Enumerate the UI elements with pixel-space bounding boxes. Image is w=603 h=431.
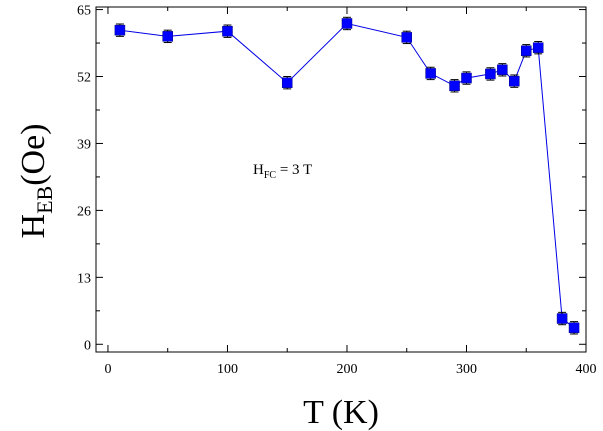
data-point (114, 24, 126, 36)
data-point (341, 18, 353, 29)
data-point (461, 72, 472, 84)
y-axis-title: HEB(Oe) (15, 124, 57, 239)
y-tick-label: 13 (77, 271, 91, 286)
data-point (520, 45, 532, 57)
data-point (509, 75, 520, 87)
series-layer (114, 16, 580, 335)
plot-frame (95, 6, 587, 353)
x-tick-label: 100 (217, 362, 238, 377)
y-tick-label: 26 (77, 204, 91, 219)
x-axis-title: T (K) (303, 394, 379, 431)
field-annotation: HFC = 3 T (253, 162, 312, 181)
series-line (119, 22, 575, 329)
x-tick-label: 200 (336, 362, 357, 377)
x-tick-label: 300 (456, 362, 477, 377)
data-point (568, 322, 580, 334)
y-tick-label: 39 (77, 137, 91, 152)
axis-ticks: 0 100 200 300 400 0 13 26 39 52 65 (77, 4, 597, 377)
x-tick-label: 0 (104, 362, 111, 377)
data-point (497, 64, 508, 76)
y-tick-label: 65 (77, 4, 91, 19)
data-point (222, 25, 233, 37)
data-point (281, 77, 293, 88)
data-point (485, 68, 496, 80)
x-tick-label: 400 (576, 362, 597, 377)
data-point (556, 313, 568, 324)
data-point (162, 31, 173, 42)
y-tick-label: 52 (77, 71, 91, 86)
data-point (532, 42, 544, 53)
data-point (401, 32, 412, 43)
data-point (425, 68, 436, 79)
data-point (449, 80, 460, 92)
y-tick-label: 0 (84, 338, 91, 353)
